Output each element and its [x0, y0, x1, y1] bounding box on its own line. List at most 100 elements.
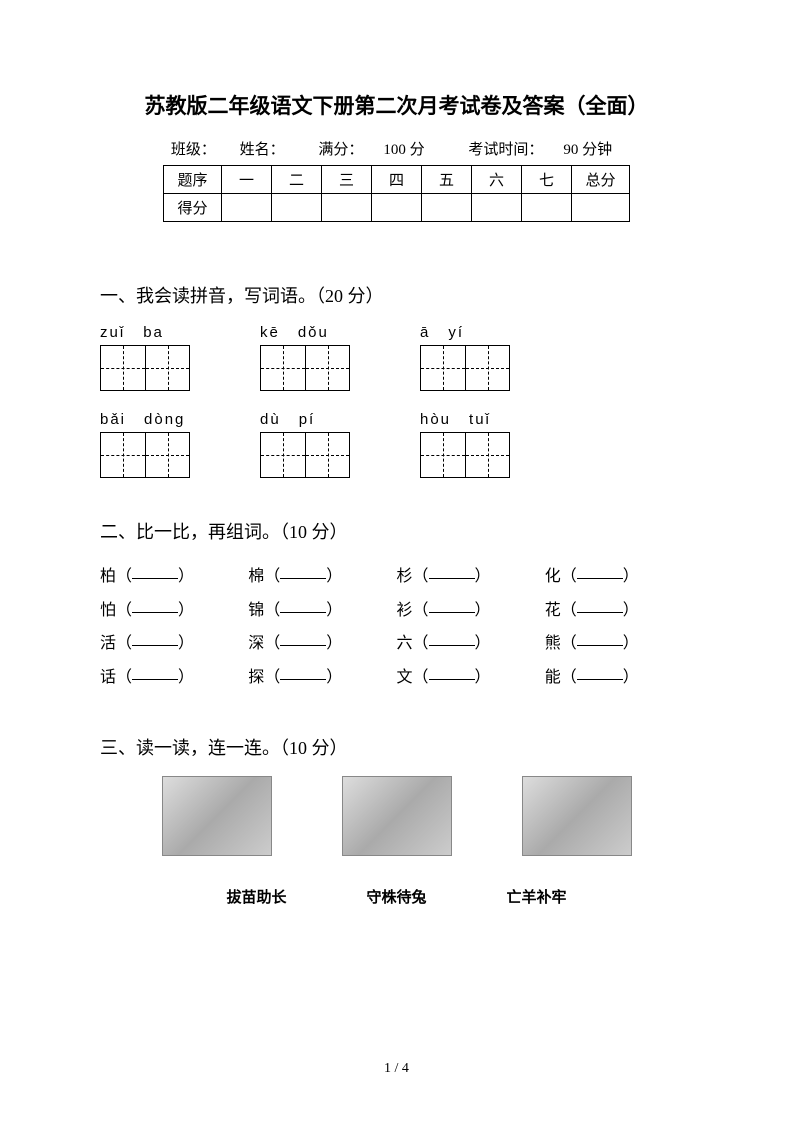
- pinyin-item: hòutuǐ: [420, 411, 510, 478]
- tianzige: [465, 433, 509, 477]
- idiom-labels-row: 拔苗助长 守株待兔 亡羊补牢: [100, 886, 693, 907]
- pinyin-text: dùpí: [260, 411, 350, 428]
- tianzige: [101, 346, 145, 390]
- word-cell: 花（）: [545, 594, 693, 628]
- word-cell: 探（）: [248, 661, 396, 695]
- fullscore: 满分：100 分: [308, 142, 434, 158]
- page-footer: 1 / 4: [0, 1061, 793, 1077]
- blank: [280, 664, 326, 680]
- blank: [577, 630, 623, 646]
- blank: [132, 630, 178, 646]
- tianzige: [261, 346, 305, 390]
- section-3-body: 拔苗助长 守株待兔 亡羊补牢: [100, 776, 693, 907]
- cell-blank: [572, 194, 630, 222]
- blank: [429, 630, 475, 646]
- class-label: 班级：: [171, 142, 216, 158]
- word-cell: 棉（）: [248, 560, 396, 594]
- word-row: 柏（） 棉（） 杉（） 化（）: [100, 560, 693, 594]
- cell-blank: [322, 194, 372, 222]
- word-cell: 熊（）: [545, 627, 693, 661]
- word-cell: 六（）: [397, 627, 545, 661]
- word-row: 怕（） 锦（） 衫（） 花（）: [100, 594, 693, 628]
- word-cell: 杉（）: [397, 560, 545, 594]
- tianzige-pair: [420, 345, 510, 391]
- word-cell: 文（）: [397, 661, 545, 695]
- idiom-label: 守株待兔: [366, 886, 426, 907]
- word-cell: 锦（）: [248, 594, 396, 628]
- pinyin-item: bǎidòng: [100, 411, 190, 478]
- word-row: 活（） 深（） 六（） 熊（）: [100, 627, 693, 661]
- blank: [280, 630, 326, 646]
- pinyin-text: kēdǒu: [260, 324, 350, 341]
- section-2-heading: 二、比一比，再组词。（10 分）: [100, 518, 693, 544]
- cell-blank: [222, 194, 272, 222]
- cell: 四: [372, 166, 422, 194]
- tianzige: [305, 433, 349, 477]
- blank: [577, 664, 623, 680]
- cell: 一: [222, 166, 272, 194]
- score-table: 题序 一 二 三 四 五 六 七 总分 得分: [163, 165, 630, 222]
- table-row: 得分: [164, 194, 630, 222]
- tianzige-pair: [100, 432, 190, 478]
- pinyin-text: hòutuǐ: [420, 411, 510, 428]
- word-cell: 衫（）: [397, 594, 545, 628]
- cell: 二: [272, 166, 322, 194]
- cell: 三: [322, 166, 372, 194]
- idiom-image: [522, 776, 632, 856]
- word-row: 话（） 探（） 文（） 能（）: [100, 661, 693, 695]
- cell-header: 得分: [164, 194, 222, 222]
- blank: [429, 597, 475, 613]
- time: 考试时间：90 分钟: [458, 142, 622, 158]
- pinyin-row: bǎidòng dùpí hòutuǐ: [100, 411, 693, 478]
- tianzige: [421, 433, 465, 477]
- word-cell: 柏（）: [100, 560, 248, 594]
- blank: [132, 563, 178, 579]
- word-cell: 怕（）: [100, 594, 248, 628]
- blank: [577, 597, 623, 613]
- word-cell: 话（）: [100, 661, 248, 695]
- blank: [132, 597, 178, 613]
- tianzige-pair: [420, 432, 510, 478]
- tianzige: [305, 346, 349, 390]
- pinyin-text: āyí: [420, 324, 510, 341]
- tianzige: [101, 433, 145, 477]
- word-cell: 化（）: [545, 560, 693, 594]
- cell: 五: [422, 166, 472, 194]
- pinyin-text: zuǐba: [100, 324, 190, 341]
- cell-header: 题序: [164, 166, 222, 194]
- tianzige: [465, 346, 509, 390]
- table-row: 题序 一 二 三 四 五 六 七 总分: [164, 166, 630, 194]
- exam-info-line: 班级： 姓名： 满分：100 分 考试时间：90 分钟: [100, 138, 693, 159]
- tianzige: [421, 346, 465, 390]
- pinyin-item: āyí: [420, 324, 510, 391]
- page-title: 苏教版二年级语文下册第二次月考试卷及答案（全面）: [100, 90, 693, 120]
- idiom-label: 亡羊补牢: [507, 886, 567, 907]
- word-cell: 深（）: [248, 627, 396, 661]
- cell-blank: [272, 194, 322, 222]
- tianzige-pair: [260, 432, 350, 478]
- section-1-body: zuǐba kēdǒu āyí bǎidòng dùpí hòutuǐ: [100, 324, 693, 478]
- word-cell: 能（）: [545, 661, 693, 695]
- cell-blank: [372, 194, 422, 222]
- idiom-image: [162, 776, 272, 856]
- cell-blank: [422, 194, 472, 222]
- blank: [132, 664, 178, 680]
- pinyin-item: dùpí: [260, 411, 350, 478]
- section-1-heading: 一、我会读拼音，写词语。（20 分）: [100, 282, 693, 308]
- blank: [280, 563, 326, 579]
- cell-blank: [522, 194, 572, 222]
- cell-total: 总分: [572, 166, 630, 194]
- idiom-images-row: [100, 776, 693, 856]
- blank: [429, 664, 475, 680]
- blank: [280, 597, 326, 613]
- pinyin-item: kēdǒu: [260, 324, 350, 391]
- blank: [429, 563, 475, 579]
- cell-blank: [472, 194, 522, 222]
- pinyin-row: zuǐba kēdǒu āyí: [100, 324, 693, 391]
- tianzige: [145, 346, 189, 390]
- name-label: 姓名：: [240, 142, 285, 158]
- cell: 七: [522, 166, 572, 194]
- tianzige: [261, 433, 305, 477]
- section-2-body: 柏（） 棉（） 杉（） 化（） 怕（） 锦（） 衫（） 花（） 活（） 深（） …: [100, 560, 693, 694]
- idiom-label: 拔苗助长: [226, 886, 286, 907]
